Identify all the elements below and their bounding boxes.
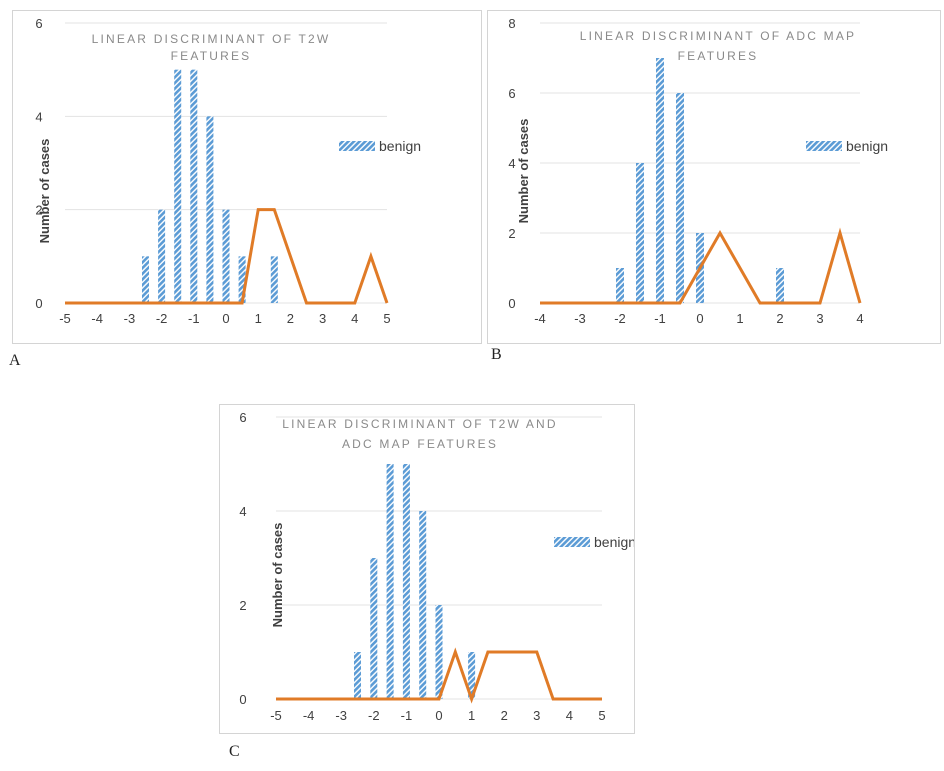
x-tick-label: 5 [598, 708, 605, 723]
series-line [540, 227, 862, 305]
x-tick-label: 4 [566, 708, 573, 723]
legend-label: benign [846, 138, 888, 154]
bar [354, 652, 361, 699]
x-tick-label: -5 [270, 708, 282, 723]
bar [419, 511, 427, 699]
y-tick-label: 2 [239, 598, 246, 613]
x-tick-label: -5 [59, 311, 71, 326]
bar [656, 58, 664, 303]
bar [270, 256, 278, 303]
bar [676, 93, 684, 303]
x-tick-label: -2 [614, 311, 626, 326]
panel-caption-a: A [9, 352, 21, 369]
y-tick-label: 4 [35, 109, 42, 124]
y-axis-label: Number of cases [270, 523, 285, 628]
chart-title-line: ADC MAP FEATURES [342, 437, 498, 451]
x-tick-label: 2 [287, 311, 294, 326]
x-tick-label: -3 [574, 311, 586, 326]
x-tick-label: 3 [816, 311, 823, 326]
bar [776, 268, 784, 303]
panel-caption-c: C [229, 743, 240, 760]
legend-swatch [806, 141, 842, 151]
bar [142, 256, 149, 303]
series-line [276, 647, 602, 704]
x-tick-label: 1 [255, 311, 262, 326]
x-tick-label: 0 [222, 311, 229, 326]
legend-label: benign [594, 534, 634, 550]
y-tick-label: 4 [239, 504, 246, 519]
chart-panel-a: 0 2 4 6 -5 -4 -3 -2 -1 0 1 2 3 4 5 LINEAR DISCRIMINANT … [12, 10, 482, 344]
chart-panel-c: 0 2 4 6 -5 -4 -3 -2 -1 0 1 2 3 4 5 LINEAR DISCRIMINANT … [219, 404, 635, 734]
series-line [65, 208, 389, 305]
x-tick-label: 4 [351, 311, 358, 326]
bar [370, 558, 378, 699]
x-tick-label: 3 [533, 708, 540, 723]
x-tick-label: -1 [654, 311, 666, 326]
x-tick-label: -3 [124, 311, 136, 326]
x-tick-label: -1 [401, 708, 413, 723]
bar [636, 163, 644, 303]
chart-title-line: LINEAR DISCRIMINANT OF T2W AND [282, 417, 558, 431]
legend-label: benign [379, 138, 421, 154]
x-tick-label: 1 [736, 311, 743, 326]
chart-title-line: FEATURES [171, 49, 252, 63]
bar [468, 652, 476, 699]
chart-c-svg: 0 2 4 6 -5 -4 -3 -2 -1 0 1 2 3 4 5 LINEAR DISCRIMINANT … [239, 410, 634, 723]
bar [206, 116, 214, 303]
y-tick-label: 6 [508, 86, 515, 101]
bar [435, 605, 443, 699]
chart-panel-b: 0 2 4 6 8 -4 -3 -2 -1 0 1 2 3 4 LINEAR DISCRIMINANT OF… [487, 10, 941, 344]
x-tick-label: 3 [319, 311, 326, 326]
y-tick-label: 6 [35, 16, 42, 31]
bar [386, 464, 394, 699]
legend-swatch [554, 537, 590, 547]
y-axis-label: Number of cases [516, 119, 531, 224]
bar [158, 209, 166, 303]
legend-swatch [339, 141, 375, 151]
y-tick-label: 0 [508, 296, 515, 311]
bar [402, 464, 410, 699]
chart-title-line: LINEAR DISCRIMINANT OF T2W [92, 32, 331, 46]
x-tick-label: 4 [856, 311, 863, 326]
bar [616, 268, 624, 303]
chart-title-line: FEATURES [678, 49, 759, 63]
x-tick-label: -1 [188, 311, 200, 326]
y-tick-label: 8 [508, 16, 515, 31]
y-tick-label: 0 [35, 296, 42, 311]
x-tick-label: 1 [468, 708, 475, 723]
x-tick-label: 0 [696, 311, 703, 326]
x-tick-label: -3 [335, 708, 347, 723]
x-tick-label: -4 [91, 311, 103, 326]
bar [190, 69, 198, 303]
x-tick-label: 5 [383, 311, 390, 326]
y-tick-label: 0 [239, 692, 246, 707]
x-tick-label: 2 [501, 708, 508, 723]
bar [238, 256, 246, 303]
y-axis-label: Number of cases [37, 139, 52, 244]
chart-b-svg: 0 2 4 6 8 -4 -3 -2 -1 0 1 2 3 4 LINEAR DISCRIMINANT OF… [508, 16, 888, 326]
x-tick-label: -4 [534, 311, 546, 326]
bar [222, 209, 230, 303]
x-tick-label: -2 [156, 311, 168, 326]
bar [174, 69, 182, 303]
y-tick-label: 4 [508, 156, 515, 171]
y-tick-label: 2 [35, 203, 42, 218]
panel-caption-b: B [491, 346, 502, 363]
x-tick-label: -2 [368, 708, 380, 723]
x-tick-label: -4 [303, 708, 315, 723]
x-tick-label: 2 [776, 311, 783, 326]
chart-title-line: LINEAR DISCRIMINANT OF ADC MAP [580, 29, 856, 43]
x-tick-label: 0 [435, 708, 442, 723]
y-tick-label: 6 [239, 410, 246, 425]
y-tick-label: 2 [508, 226, 515, 241]
chart-a-svg: 0 2 4 6 -5 -4 -3 -2 -1 0 1 2 3 4 5 LINEAR DISCRIMINANT … [35, 16, 421, 326]
